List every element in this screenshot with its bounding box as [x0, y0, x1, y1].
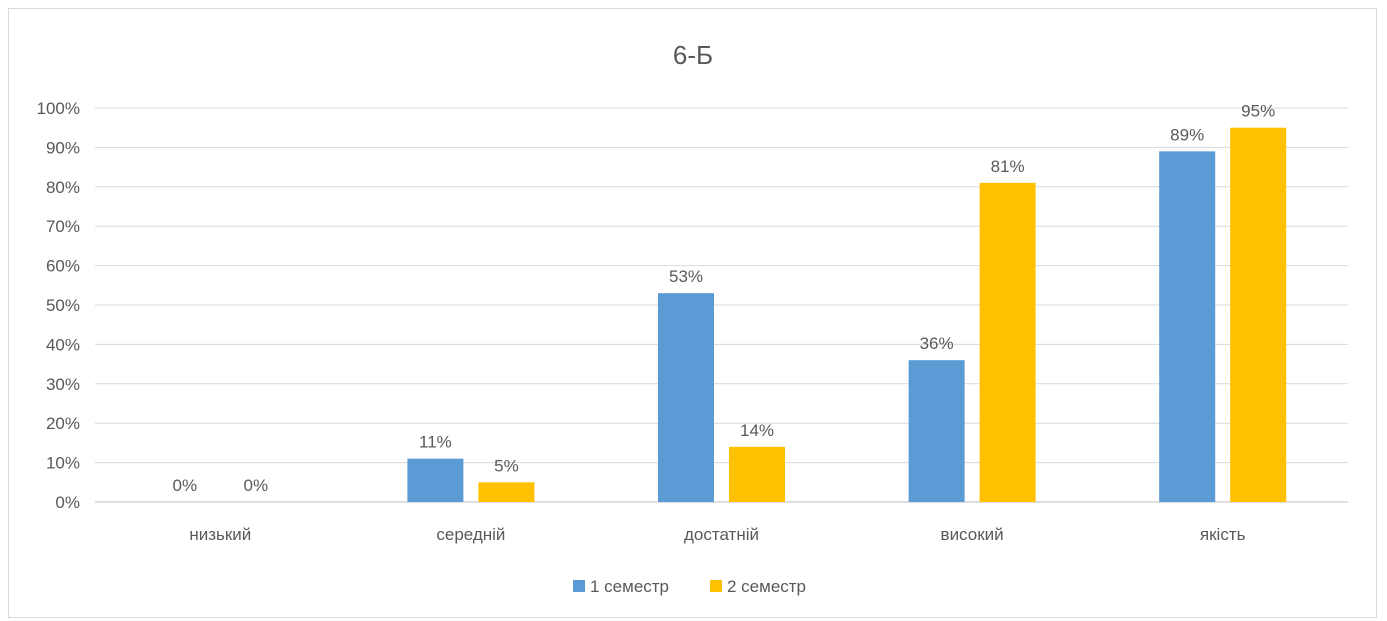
bar: [729, 446, 785, 502]
data-label: 5%: [494, 456, 519, 475]
data-label: 11%: [419, 433, 452, 452]
x-tick-label: середній: [436, 525, 505, 544]
data-label: 89%: [1170, 125, 1204, 144]
y-tick-label: 10%: [46, 454, 80, 473]
x-tick-label: якість: [1200, 525, 1246, 544]
bar: [979, 182, 1036, 503]
x-axis-labels: низький середній достатній високий якість: [189, 525, 1245, 544]
data-label: 36%: [920, 334, 954, 353]
y-tick-label: 20%: [46, 414, 80, 433]
legend-swatch: [710, 580, 722, 592]
y-tick-label: 40%: [46, 335, 80, 354]
data-label: 0%: [244, 476, 269, 495]
data-label: 14%: [740, 421, 774, 440]
legend-label: 2 семестр: [727, 577, 806, 596]
chart-title: 6-Б: [673, 40, 713, 70]
legend: 1 семестр 2 семестр: [573, 577, 806, 596]
x-tick-label: високий: [941, 525, 1004, 544]
y-tick-label: 90%: [46, 138, 80, 157]
bar: [658, 293, 714, 502]
data-label: 53%: [669, 267, 703, 286]
y-tick-label: 30%: [46, 375, 80, 394]
y-tick-label: 50%: [46, 296, 80, 315]
y-tick-label: 80%: [46, 178, 80, 197]
x-tick-label: достатній: [684, 525, 759, 544]
data-label: 95%: [1241, 102, 1275, 121]
legend-label: 1 семестр: [590, 577, 669, 596]
y-tick-label: 100%: [37, 99, 80, 118]
data-label: 0%: [173, 476, 198, 495]
bar: [478, 482, 535, 502]
legend-swatch: [573, 580, 585, 592]
data-label: 81%: [991, 157, 1025, 176]
bar: [1230, 127, 1287, 502]
y-tick-label: 0%: [55, 493, 80, 512]
bars: [407, 127, 1287, 503]
bar: [1159, 151, 1216, 502]
y-tick-label: 70%: [46, 217, 80, 236]
bar: [908, 360, 965, 502]
bar: [407, 458, 464, 502]
gridlines: [95, 107, 1348, 503]
y-axis-labels: 0% 10% 20% 30% 40% 50% 60% 70% 80% 90% 100%: [37, 99, 80, 512]
data-labels: 0% 0% 11% 5% 53% 14% 36% 81% 89% 95%: [173, 102, 1276, 495]
y-tick-label: 60%: [46, 257, 80, 276]
x-tick-label: низький: [189, 525, 251, 544]
